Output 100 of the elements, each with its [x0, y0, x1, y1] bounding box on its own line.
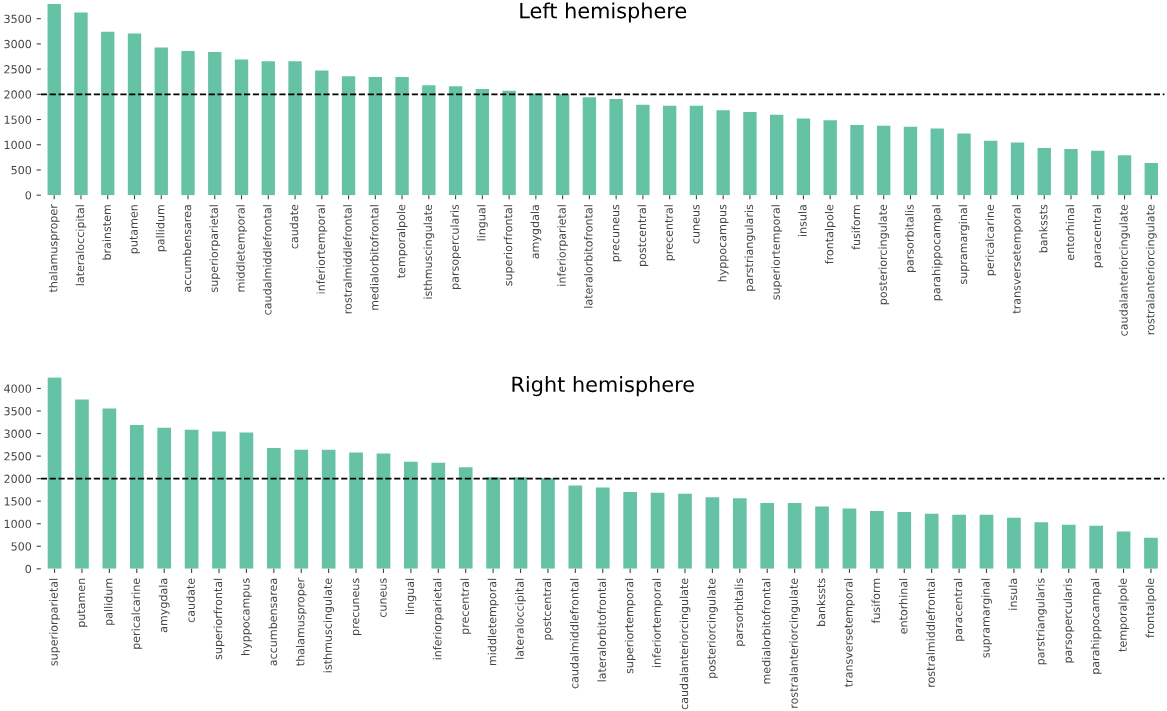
bar: [154, 47, 168, 196]
x-tick-label: bankssts: [816, 578, 826, 626]
bar: [595, 487, 610, 569]
y-tick-label: 1000: [4, 519, 32, 529]
bar: [930, 128, 944, 196]
bar: [1037, 148, 1051, 196]
x-tick-label: transversetemporal: [844, 578, 855, 688]
x-tick-label: lateraloccipital: [75, 205, 87, 286]
x-tick-label: supramarginal: [981, 578, 992, 658]
bar: [376, 453, 391, 569]
x-tick-label: bankssts: [1038, 204, 1048, 253]
x-tick-label: amygdala: [158, 578, 170, 633]
x-tick-label: medialorbitofrontal: [369, 205, 379, 310]
bar: [1034, 522, 1049, 569]
bar: [650, 492, 665, 569]
bar: [850, 125, 864, 196]
x-tick-label: pallidum: [103, 578, 115, 625]
x-tick-label: parsopercularis: [450, 204, 461, 289]
x-tick-label: isthmuscingulate: [323, 578, 335, 673]
x-tick-label: superiortemporal: [624, 578, 636, 674]
x-tick-label: insula: [1008, 578, 1018, 610]
bar: [760, 502, 775, 569]
y-tick-label: 2500: [4, 452, 32, 461]
bar: [315, 70, 329, 196]
x-tick-label: precuneus: [352, 578, 362, 635]
x-tick-label: parsorbitalis: [734, 578, 746, 646]
x-tick-label: hyppocampus: [717, 204, 729, 282]
bar: [458, 467, 473, 569]
bar: [582, 97, 597, 196]
y-tick-label: 0: [25, 191, 32, 200]
x-tick-label: pallidum: [155, 205, 167, 252]
x-tick-label: rostralmiddlefrontal: [926, 578, 935, 687]
x-tick-label: superiortemporal: [771, 205, 783, 300]
y-tick-label: 3000: [4, 429, 32, 438]
x-tick-label: precentral: [460, 578, 472, 634]
bar: [47, 377, 62, 569]
x-tick-label: parstriangularis: [1035, 578, 1047, 665]
bar: [321, 449, 336, 569]
x-tick-label: frontalpole: [824, 204, 836, 265]
x-tick-label: temporalpole: [396, 204, 408, 278]
bar: [261, 61, 275, 196]
bar: [288, 61, 302, 196]
x-tick-label: thalamusproper: [295, 577, 307, 666]
x-tick-label: caudate: [289, 204, 299, 249]
x-tick-label: cuneus: [693, 204, 700, 244]
x-tick-label: rostralanteriorcingulate: [789, 578, 800, 708]
bar: [1117, 155, 1132, 196]
x-tick-label: putamen: [129, 205, 140, 254]
bar: [129, 424, 144, 569]
bar: [74, 12, 88, 196]
x-tick-label: lateralorbitofrontal: [597, 578, 606, 682]
bar: [184, 429, 199, 569]
x-tick-label: superiorfrontal: [213, 578, 225, 660]
x-tick-label: superiorparietal: [209, 205, 221, 292]
x-tick-label: superiorfrontal: [503, 205, 515, 286]
bar: [1010, 142, 1025, 196]
bar: [239, 432, 254, 569]
y-tick-label: 4000: [4, 384, 32, 393]
x-tick-label: fusiform: [871, 578, 881, 624]
chart-title: Right hemisphere: [512, 376, 694, 397]
y-tick-label: 3000: [4, 39, 32, 49]
bar: [101, 31, 115, 196]
x-tick-label: parstriangularis: [744, 204, 756, 291]
x-tick-label: caudate: [186, 578, 195, 623]
x-tick-label: fusiform: [851, 205, 861, 250]
bar: [705, 497, 720, 569]
bar: [368, 76, 382, 196]
bar: [1144, 162, 1158, 196]
x-tick-label: caudalanteriorcingulate: [1119, 204, 1130, 336]
bar: [636, 104, 650, 196]
x-tick-label: hyppocampus: [241, 578, 252, 655]
x-tick-label: caudalmiddlefrontal: [262, 205, 272, 315]
y-tick-label: 0: [25, 564, 32, 574]
bar: [1116, 531, 1131, 569]
bar: [732, 498, 747, 569]
x-tick-label: inferiortemporal: [316, 205, 328, 294]
bar: [127, 33, 142, 196]
bar: [349, 452, 363, 569]
bar: [1064, 149, 1078, 196]
x-tick-label: frontalpole: [1145, 578, 1157, 638]
x-tick-label: temporalpole: [1118, 578, 1129, 652]
bar: [422, 85, 436, 196]
x-tick-label: supramarginal: [958, 205, 970, 284]
bar: [529, 93, 543, 196]
bar: [897, 511, 912, 569]
bar: [208, 51, 222, 196]
bar: [984, 140, 998, 196]
x-tick-label: posteriorcingulate: [707, 578, 718, 678]
x-tick-label: parsopercularis: [1063, 578, 1075, 663]
x-tick-label: insula: [798, 205, 807, 236]
y-tick-label: 2000: [4, 90, 32, 99]
bar: [266, 447, 281, 569]
x-tick-label: inferiorparietal: [557, 205, 568, 286]
x-tick-label: middletemporal: [487, 578, 499, 666]
y-tick-label: 500: [11, 165, 32, 175]
bar: [903, 126, 918, 196]
x-tick-label: pericalcarine: [131, 578, 143, 649]
x-tick-label: accumbensarea: [268, 578, 278, 666]
x-tick-label: superiorparietal: [49, 578, 60, 666]
x-tick-label: accumbensarea: [182, 205, 192, 292]
